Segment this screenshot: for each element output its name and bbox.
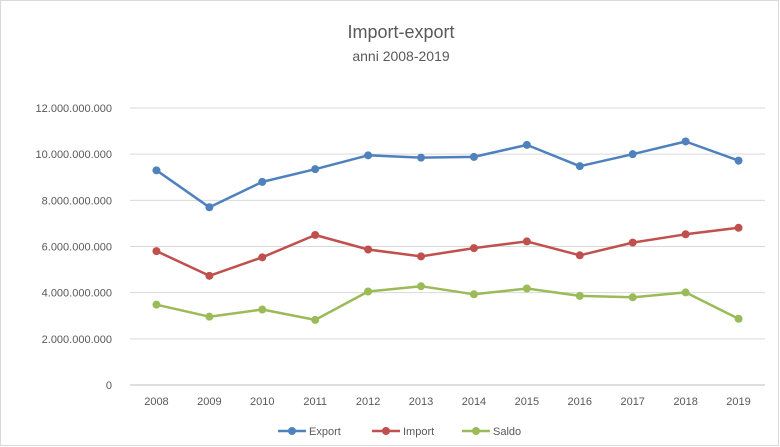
y-tick-label: 6.000.000.000	[42, 242, 112, 254]
legend: Export Import Saldo	[278, 426, 521, 438]
point-import	[258, 253, 267, 262]
point-saldo	[628, 293, 637, 302]
y-axis-ticks: 0 2.000.000.000 4.000.000.000 6.000.000.000…	[36, 103, 112, 392]
y-tick-label: 12.000.000.000	[36, 103, 112, 115]
point-export	[628, 150, 637, 159]
point-import	[575, 251, 584, 260]
y-tick-label: 0	[106, 380, 112, 392]
y-tick-label: 10.000.000.000	[36, 149, 112, 161]
x-tick-label: 2017	[620, 396, 644, 408]
point-import	[205, 271, 214, 280]
point-export	[522, 140, 531, 149]
point-import	[152, 247, 161, 256]
legend-marker	[382, 427, 390, 435]
legend-label: Saldo	[493, 426, 521, 438]
point-saldo	[205, 312, 214, 321]
legend-label: Export	[309, 426, 341, 438]
x-tick-label: 2012	[356, 396, 380, 408]
x-tick-label: 2010	[250, 396, 274, 408]
chart-subtitle: anni 2008-2019	[352, 48, 450, 64]
point-export	[575, 162, 584, 171]
x-tick-label: 2015	[515, 396, 539, 408]
point-saldo	[681, 288, 690, 297]
point-export	[205, 203, 214, 212]
point-export	[681, 137, 690, 146]
point-saldo	[522, 284, 531, 293]
y-tick-label: 8.000.000.000	[42, 195, 112, 207]
point-saldo	[152, 300, 161, 309]
point-import	[311, 230, 320, 239]
point-saldo	[469, 290, 478, 299]
x-tick-label: 2008	[144, 396, 168, 408]
series-line-import	[155, 226, 739, 278]
point-export	[469, 152, 478, 161]
point-import	[469, 244, 478, 253]
x-tick-label: 2009	[197, 396, 221, 408]
series-line-export	[155, 140, 739, 209]
point-export	[417, 153, 426, 162]
point-saldo	[417, 282, 426, 291]
point-import	[522, 237, 531, 246]
point-saldo	[258, 305, 267, 314]
gridlines	[130, 107, 765, 386]
point-import	[417, 252, 426, 261]
legend-label: Import	[403, 426, 434, 438]
point-saldo	[311, 315, 320, 324]
y-tick-label: 2.000.000.000	[42, 334, 112, 346]
point-export	[311, 165, 320, 174]
point-export	[734, 156, 743, 165]
point-saldo	[734, 314, 743, 323]
legend-marker	[288, 427, 296, 435]
point-import	[364, 245, 373, 254]
x-axis-ticks: 2008 2009 2010 2011 2012 2013 2014 2015 2016 2017…	[144, 396, 751, 408]
x-tick-label: 2016	[568, 396, 592, 408]
x-tick-label: 2018	[673, 396, 697, 408]
y-tick-label: 4.000.000.000	[42, 288, 112, 300]
point-import	[628, 238, 637, 247]
point-saldo	[364, 287, 373, 296]
x-tick-label: 2019	[726, 396, 750, 408]
series-lines	[152, 137, 743, 324]
point-saldo	[575, 291, 584, 300]
x-tick-label: 2013	[409, 396, 433, 408]
point-import	[734, 223, 743, 232]
point-export	[364, 151, 373, 160]
x-tick-label: 2014	[462, 396, 486, 408]
legend-marker	[472, 427, 480, 435]
chart-title: Import-export	[347, 22, 454, 42]
point-import	[681, 230, 690, 239]
x-tick-label: 2011	[303, 396, 327, 408]
point-export	[152, 166, 161, 175]
point-export	[258, 177, 267, 186]
series-line-saldo	[156, 284, 740, 322]
